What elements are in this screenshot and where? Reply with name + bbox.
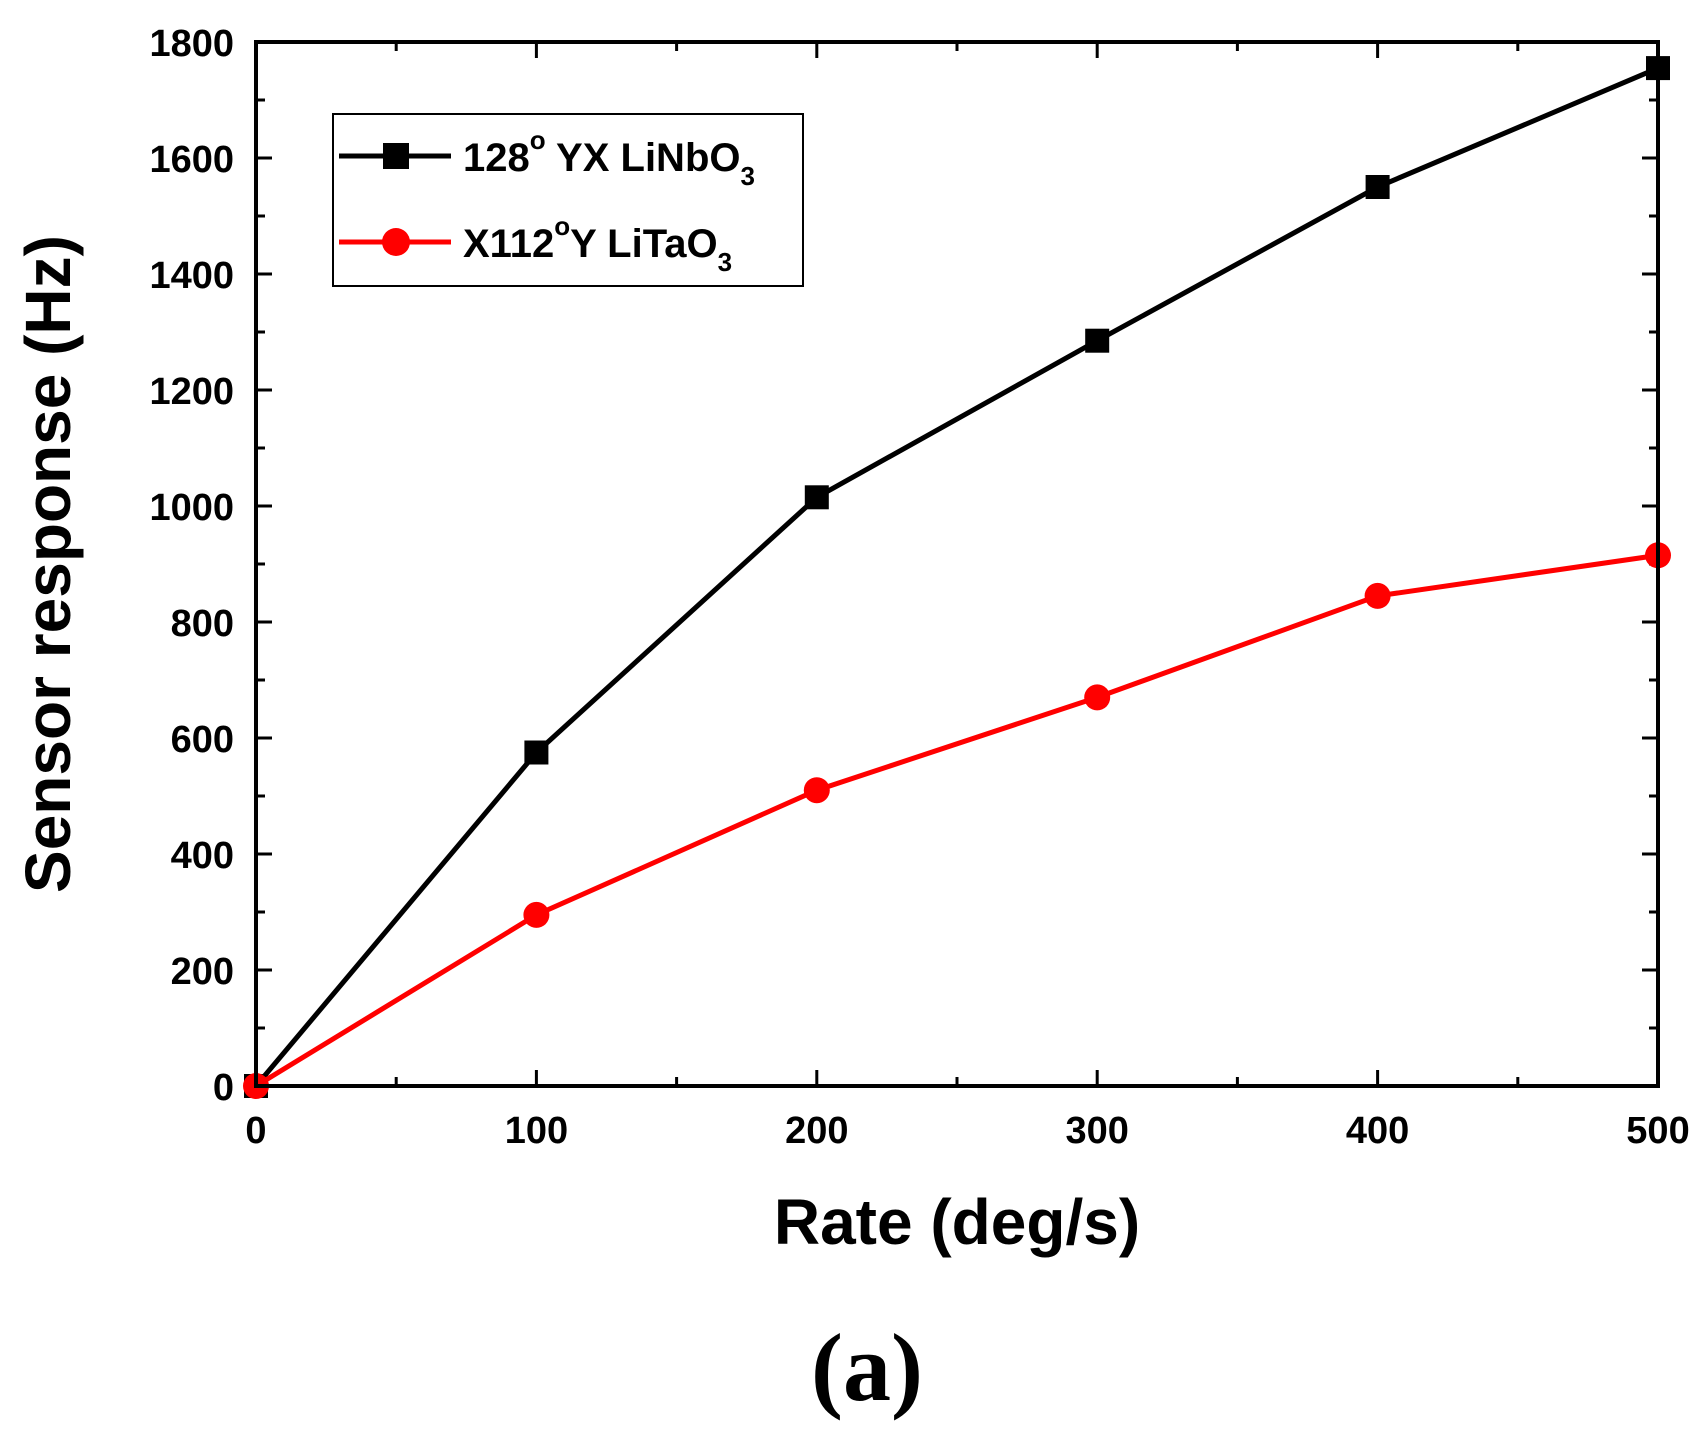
legend-label-part: X112: [463, 222, 554, 266]
data-point: [804, 485, 829, 510]
data-point: [1085, 328, 1110, 353]
y-tick-label: 600: [171, 719, 234, 761]
x-axis-title: Rate (deg/s): [774, 1186, 1140, 1258]
x-tick-label: 300: [1065, 1110, 1128, 1152]
legend-label: 128o YX LiNbO3: [463, 125, 755, 191]
series-2: [243, 542, 1671, 1099]
legend-label: X112oY LiTaO3: [463, 211, 732, 277]
legend-label-part: 3: [740, 161, 754, 191]
y-tick-label: 1000: [149, 487, 234, 529]
legend-label-part: o: [530, 125, 546, 155]
y-tick-label: 1600: [149, 139, 234, 181]
data-point: [524, 740, 549, 765]
data-point: [803, 777, 830, 804]
y-tick-label: 1800: [149, 23, 234, 65]
x-tick-label: 500: [1626, 1110, 1689, 1152]
y-tick-label: 200: [171, 951, 234, 993]
tick-labels-layer: 0 100 200 300 400 500 0 200 400 600 800 1000 1200 140…: [149, 23, 1689, 1152]
y-tick-label: 1400: [149, 255, 234, 297]
legend-label-part: 128: [463, 136, 530, 180]
series-layer: [243, 56, 1671, 1099]
legend-item: X112oY LiTaO3: [339, 211, 732, 277]
y-tick-label: 400: [171, 835, 234, 877]
plot-frame: [254, 40, 1660, 1088]
legend-label-part: 3: [718, 247, 732, 277]
data-point: [523, 901, 550, 928]
legend-box: [332, 113, 804, 287]
x-tick-label: 100: [505, 1110, 568, 1152]
legend-label-part: YX LiNbO: [546, 136, 741, 180]
panel-label: (a): [811, 1314, 923, 1421]
series-line: [254, 65, 1659, 1088]
y-axis-title: Sensor response (Hz): [12, 235, 84, 893]
series-line: [254, 552, 1659, 1089]
x-tick-label: 400: [1346, 1110, 1409, 1152]
data-point: [1084, 684, 1111, 711]
legend-label-part: o: [554, 211, 570, 241]
x-tick-label: 200: [785, 1110, 848, 1152]
x-tick-label: 0: [245, 1110, 266, 1152]
data-point: [1364, 582, 1391, 609]
legend-marker: [382, 228, 410, 256]
legend-marker: [383, 143, 409, 169]
legend-label-part: Y LiTaO: [570, 222, 717, 266]
legend-item: 128o YX LiNbO3: [339, 125, 755, 191]
y-tick-label: 1200: [149, 371, 234, 413]
y-tick-label: 0: [213, 1067, 234, 1109]
data-point: [1365, 175, 1390, 199]
y-tick-label: 800: [171, 603, 234, 645]
